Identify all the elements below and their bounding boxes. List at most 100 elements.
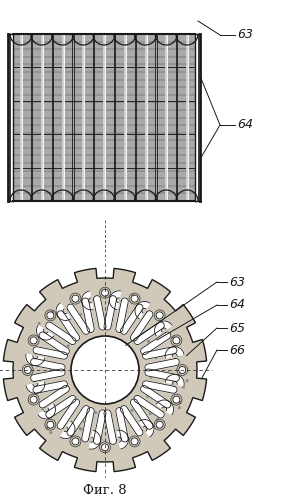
Circle shape — [94, 411, 97, 414]
Circle shape — [110, 414, 112, 416]
Polygon shape — [60, 421, 75, 438]
Circle shape — [83, 420, 86, 423]
Polygon shape — [39, 332, 69, 354]
Circle shape — [112, 428, 115, 431]
Circle shape — [149, 376, 152, 379]
Circle shape — [47, 312, 54, 319]
Polygon shape — [38, 404, 55, 419]
Circle shape — [51, 310, 54, 313]
Polygon shape — [130, 311, 153, 341]
Polygon shape — [37, 326, 54, 340]
Circle shape — [47, 421, 54, 428]
Polygon shape — [121, 406, 143, 436]
Polygon shape — [165, 374, 184, 386]
Circle shape — [149, 412, 152, 415]
Circle shape — [72, 295, 79, 302]
Polygon shape — [140, 386, 171, 408]
Polygon shape — [3, 268, 207, 472]
Circle shape — [74, 405, 77, 408]
Circle shape — [30, 337, 37, 344]
Polygon shape — [121, 304, 143, 334]
Circle shape — [71, 336, 139, 404]
Polygon shape — [46, 396, 76, 418]
Circle shape — [156, 421, 163, 428]
Polygon shape — [82, 298, 94, 332]
Circle shape — [147, 340, 150, 342]
Polygon shape — [145, 369, 179, 382]
Polygon shape — [142, 347, 177, 359]
Circle shape — [67, 344, 70, 348]
Circle shape — [56, 354, 59, 357]
Circle shape — [177, 339, 180, 342]
Circle shape — [123, 429, 126, 432]
Text: 64: 64 — [229, 298, 245, 312]
Circle shape — [178, 406, 181, 409]
Polygon shape — [104, 410, 116, 444]
Circle shape — [172, 336, 175, 339]
Polygon shape — [130, 399, 153, 429]
Polygon shape — [57, 311, 80, 341]
Polygon shape — [56, 303, 71, 320]
Circle shape — [173, 337, 180, 344]
Circle shape — [101, 289, 108, 296]
Text: 63: 63 — [237, 28, 253, 42]
Circle shape — [30, 396, 37, 403]
Polygon shape — [82, 408, 94, 442]
Polygon shape — [155, 321, 172, 336]
Circle shape — [155, 386, 157, 388]
Circle shape — [155, 356, 158, 359]
Polygon shape — [57, 399, 80, 429]
Polygon shape — [94, 410, 106, 444]
Circle shape — [157, 384, 160, 387]
Polygon shape — [145, 358, 179, 371]
Circle shape — [151, 427, 154, 430]
Circle shape — [54, 391, 57, 394]
Circle shape — [33, 360, 35, 363]
Polygon shape — [109, 291, 121, 310]
Circle shape — [146, 395, 149, 398]
Circle shape — [131, 409, 133, 412]
Circle shape — [79, 428, 82, 430]
Circle shape — [49, 431, 52, 434]
Circle shape — [108, 303, 111, 306]
Circle shape — [63, 403, 66, 406]
Circle shape — [91, 416, 94, 419]
Polygon shape — [31, 358, 65, 371]
Circle shape — [67, 338, 70, 340]
Circle shape — [124, 414, 127, 416]
Polygon shape — [165, 346, 184, 358]
Circle shape — [46, 326, 49, 329]
Circle shape — [95, 300, 98, 304]
Polygon shape — [39, 386, 69, 408]
Circle shape — [112, 306, 115, 310]
Polygon shape — [82, 291, 93, 310]
Polygon shape — [156, 400, 174, 414]
Polygon shape — [94, 296, 106, 330]
Circle shape — [148, 317, 151, 320]
Circle shape — [31, 389, 34, 392]
Polygon shape — [134, 322, 164, 344]
Text: 63: 63 — [229, 276, 245, 288]
Polygon shape — [46, 322, 76, 344]
Circle shape — [156, 349, 158, 352]
Circle shape — [72, 438, 79, 445]
Text: Фиг. 8: Фиг. 8 — [83, 484, 127, 496]
Polygon shape — [26, 354, 45, 366]
Circle shape — [100, 438, 103, 441]
Circle shape — [110, 324, 112, 327]
Circle shape — [185, 379, 189, 382]
Text: 66: 66 — [229, 344, 245, 356]
Circle shape — [156, 312, 163, 319]
Circle shape — [179, 401, 182, 404]
Circle shape — [55, 328, 58, 332]
Circle shape — [69, 303, 72, 306]
Circle shape — [49, 370, 52, 372]
Polygon shape — [67, 406, 90, 436]
Circle shape — [96, 302, 99, 305]
Polygon shape — [139, 420, 154, 437]
Circle shape — [173, 396, 180, 403]
Circle shape — [177, 354, 180, 358]
Circle shape — [178, 352, 181, 355]
Circle shape — [131, 438, 138, 445]
Circle shape — [179, 366, 186, 374]
